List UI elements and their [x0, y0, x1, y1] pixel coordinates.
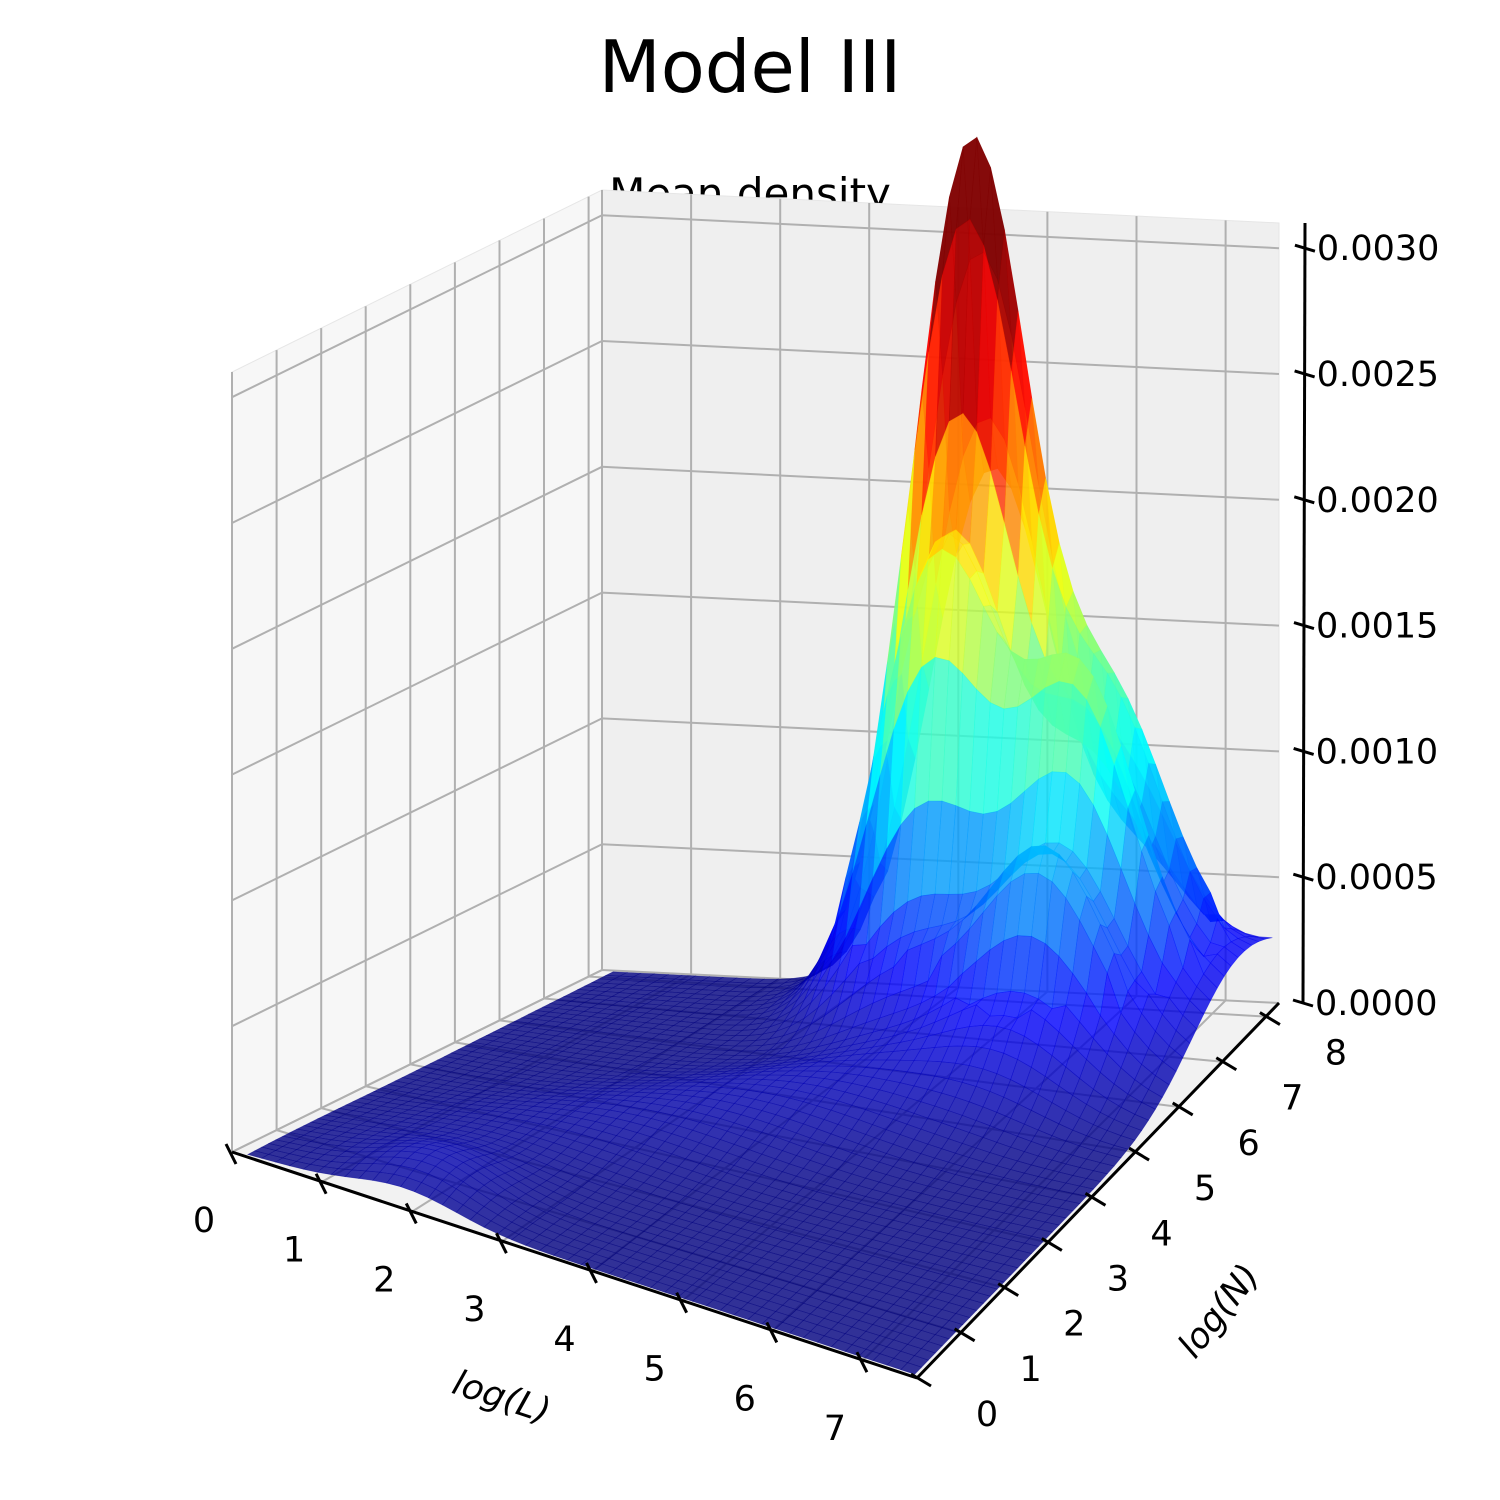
z-tick-label: 0.0010 — [1316, 732, 1438, 772]
y-tick — [1041, 1237, 1063, 1252]
x-tick-label: 4 — [553, 1320, 575, 1360]
x-tick — [585, 1262, 598, 1284]
z-tick — [1293, 621, 1315, 631]
z-tick-label: 0.0030 — [1317, 229, 1439, 269]
y-tick-label: 6 — [1238, 1124, 1260, 1164]
y-tick-label: 3 — [1107, 1259, 1129, 1299]
x-tick — [675, 1292, 688, 1314]
x-tick — [404, 1202, 418, 1225]
gridline-z — [231, 214, 1280, 399]
z-tick — [1292, 872, 1314, 882]
surface-patch — [900, 1362, 923, 1375]
x-tick — [495, 1232, 508, 1254]
y-tick — [910, 1372, 932, 1388]
x-axis-label: log(L) — [448, 1363, 556, 1432]
y-axis-label: log(N) — [1171, 1257, 1268, 1366]
surface-plot — [246, 136, 1273, 1375]
y-tick — [1171, 1101, 1194, 1117]
y-tick-label: 7 — [1281, 1079, 1303, 1119]
x-tick-label: 6 — [734, 1379, 756, 1419]
z-tick-label: 0.0020 — [1316, 481, 1438, 521]
x-tick — [224, 1143, 238, 1165]
y-tick-label: 2 — [1063, 1305, 1085, 1345]
z-tick-label: 0.0000 — [1315, 984, 1437, 1024]
x-tick — [855, 1351, 869, 1373]
x-tick-label: 7 — [824, 1409, 846, 1449]
z-tick — [1292, 998, 1314, 1008]
y-tick-label: 1 — [1019, 1350, 1041, 1390]
y-tick — [997, 1282, 1020, 1297]
x-tick — [765, 1321, 779, 1344]
gridline-z — [231, 465, 1280, 650]
y-tick — [1128, 1146, 1150, 1162]
y-tick — [1084, 1191, 1107, 1207]
z-tick — [1293, 495, 1315, 505]
x-tick — [314, 1173, 328, 1195]
y-tick-label: 8 — [1325, 1034, 1347, 1074]
x-tick-label: 5 — [644, 1350, 666, 1390]
z-tick-label: 0.0005 — [1315, 858, 1437, 898]
chart-title: Model III — [599, 25, 902, 109]
x-axis-line — [231, 1150, 918, 1380]
y-tick — [1215, 1056, 1238, 1072]
z-axis-line — [1301, 222, 1307, 1004]
z-tick-label: 0.0025 — [1317, 355, 1439, 395]
y-tick-label: 0 — [976, 1395, 998, 1435]
x-tick-label: 1 — [283, 1231, 305, 1271]
y-tick — [1259, 1011, 1281, 1026]
axes-lines — [231, 222, 1307, 1380]
z-tick — [1294, 243, 1316, 253]
y-tick — [953, 1327, 976, 1343]
z-tick — [1293, 746, 1315, 756]
x-tick-label: 3 — [463, 1290, 485, 1330]
x-tick-label: 2 — [373, 1260, 395, 1300]
z-tick — [1294, 369, 1316, 379]
y-tick-label: 5 — [1194, 1169, 1216, 1209]
y-tick-label: 4 — [1150, 1214, 1172, 1254]
y-axis-line — [915, 1001, 1281, 1380]
gridline-z — [231, 339, 1280, 524]
x-tick-label: 0 — [193, 1201, 215, 1241]
z-tick-label: 0.0015 — [1316, 607, 1438, 647]
